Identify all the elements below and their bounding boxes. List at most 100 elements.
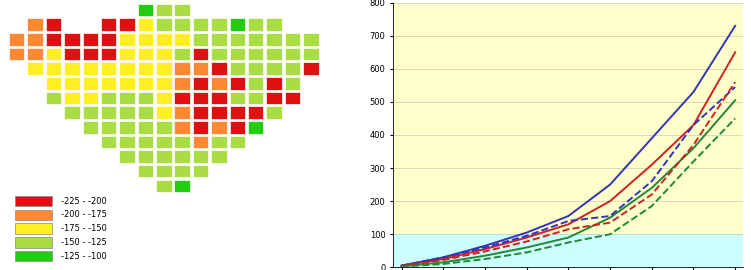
Bar bbox=[174, 62, 190, 75]
Bar bbox=[83, 77, 98, 90]
Bar bbox=[174, 48, 190, 60]
Bar bbox=[156, 136, 171, 148]
Bar bbox=[46, 18, 61, 31]
Bar bbox=[303, 33, 318, 46]
Bar bbox=[119, 33, 134, 46]
Bar bbox=[211, 18, 227, 31]
Bar bbox=[174, 18, 190, 31]
Bar bbox=[193, 136, 208, 148]
Bar bbox=[211, 33, 227, 46]
Bar bbox=[64, 48, 80, 60]
Bar bbox=[137, 121, 153, 134]
Bar bbox=[156, 77, 171, 90]
Bar bbox=[9, 33, 25, 46]
Bar bbox=[156, 106, 171, 119]
Bar bbox=[15, 210, 52, 220]
Bar bbox=[101, 106, 116, 119]
Bar bbox=[193, 92, 208, 104]
Bar bbox=[46, 48, 61, 60]
Bar bbox=[174, 92, 190, 104]
Bar bbox=[174, 77, 190, 90]
Bar bbox=[46, 77, 61, 90]
Bar bbox=[230, 121, 245, 134]
Bar bbox=[137, 136, 153, 148]
Bar bbox=[267, 62, 282, 75]
Bar bbox=[101, 136, 116, 148]
Bar bbox=[193, 18, 208, 31]
Bar bbox=[64, 62, 80, 75]
Text: -150 - -125: -150 - -125 bbox=[61, 238, 107, 247]
Bar bbox=[101, 48, 116, 60]
Bar bbox=[248, 48, 264, 60]
Bar bbox=[137, 4, 153, 16]
Bar bbox=[119, 77, 134, 90]
Bar bbox=[193, 106, 208, 119]
Bar bbox=[15, 196, 52, 207]
Bar bbox=[285, 62, 300, 75]
Bar bbox=[156, 165, 171, 177]
Bar bbox=[248, 92, 264, 104]
Bar bbox=[46, 92, 61, 104]
Bar bbox=[174, 4, 190, 16]
Bar bbox=[230, 62, 245, 75]
Bar bbox=[211, 48, 227, 60]
Bar bbox=[394, 3, 743, 234]
Bar bbox=[119, 121, 134, 134]
Bar bbox=[303, 48, 318, 60]
Bar bbox=[193, 33, 208, 46]
Bar bbox=[15, 223, 52, 234]
Bar bbox=[267, 33, 282, 46]
Bar bbox=[46, 33, 61, 46]
Bar bbox=[230, 18, 245, 31]
Bar bbox=[119, 48, 134, 60]
Bar bbox=[230, 33, 245, 46]
Bar bbox=[101, 18, 116, 31]
Bar bbox=[174, 180, 190, 192]
Bar bbox=[230, 92, 245, 104]
Text: -225 - -200: -225 - -200 bbox=[61, 197, 107, 206]
Bar bbox=[248, 18, 264, 31]
Bar bbox=[248, 62, 264, 75]
Bar bbox=[174, 150, 190, 163]
Bar bbox=[137, 33, 153, 46]
Bar bbox=[156, 48, 171, 60]
Bar bbox=[83, 62, 98, 75]
Bar bbox=[211, 77, 227, 90]
Bar bbox=[156, 18, 171, 31]
Bar bbox=[174, 33, 190, 46]
Text: -125 - -100: -125 - -100 bbox=[61, 252, 107, 261]
Bar bbox=[119, 136, 134, 148]
Bar bbox=[27, 62, 43, 75]
Bar bbox=[303, 62, 318, 75]
Bar bbox=[137, 18, 153, 31]
Bar bbox=[267, 106, 282, 119]
Bar bbox=[193, 165, 208, 177]
Bar bbox=[285, 77, 300, 90]
Bar bbox=[248, 121, 264, 134]
Bar bbox=[137, 150, 153, 163]
Bar bbox=[64, 33, 80, 46]
Bar bbox=[64, 106, 80, 119]
Bar bbox=[174, 106, 190, 119]
Text: -175 - -150: -175 - -150 bbox=[61, 224, 107, 233]
Bar bbox=[101, 92, 116, 104]
Bar bbox=[137, 106, 153, 119]
Bar bbox=[137, 48, 153, 60]
Bar bbox=[101, 33, 116, 46]
Bar bbox=[15, 237, 52, 248]
Bar bbox=[156, 92, 171, 104]
Bar bbox=[285, 33, 300, 46]
Bar bbox=[46, 62, 61, 75]
Bar bbox=[211, 106, 227, 119]
Bar bbox=[83, 106, 98, 119]
Bar bbox=[267, 48, 282, 60]
Bar bbox=[83, 33, 98, 46]
Bar bbox=[193, 77, 208, 90]
Bar bbox=[156, 121, 171, 134]
Bar bbox=[27, 33, 43, 46]
Bar bbox=[119, 18, 134, 31]
Bar bbox=[101, 121, 116, 134]
Bar bbox=[211, 121, 227, 134]
Bar bbox=[230, 77, 245, 90]
Bar bbox=[119, 106, 134, 119]
